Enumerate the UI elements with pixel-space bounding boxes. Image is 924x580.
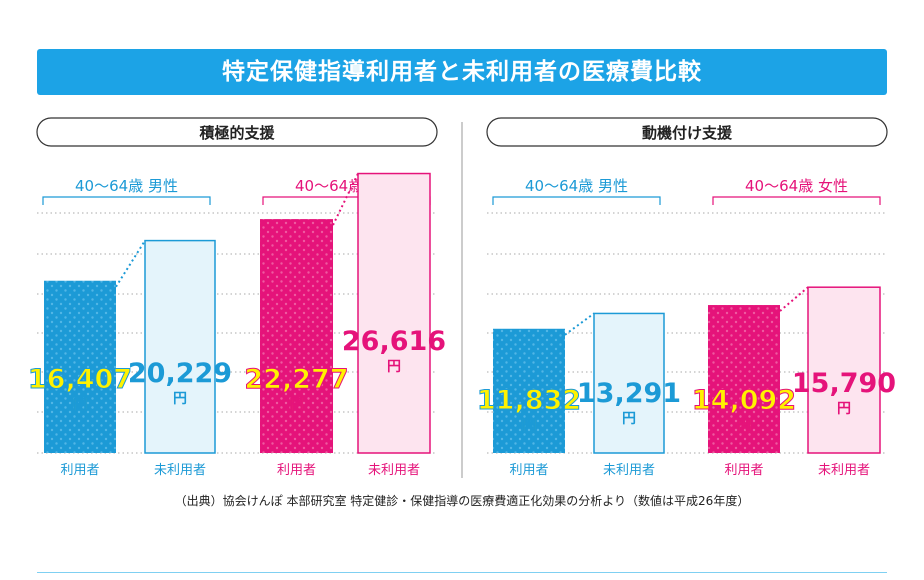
bar-value-label: 11,832 [477,385,581,416]
bar-unit-label: 円 [290,397,304,413]
bar-unit-label: 円 [522,418,536,434]
bar-unit-label: 円 [73,397,87,413]
trend-connector [115,240,146,288]
footer-divider [37,572,887,573]
bar-利用者 [493,328,565,453]
chart-title: 特定保健指導利用者と未利用者の医療費比較 [37,49,887,95]
group-label: 40～64歳 女性 [745,177,848,195]
bar-未利用者 [144,239,216,454]
group-label: 40～64歳 男性 [75,177,178,195]
category-label: 利用者 [509,463,548,478]
bar-value-label: 20,229 [128,358,232,389]
panel-title: 動機付け支援 [642,124,733,142]
bar-unit-label: 円 [837,401,851,417]
panel-header-pill [36,117,438,147]
trend-connector [779,286,809,312]
category-label: 利用者 [724,463,763,478]
panel-header-pill [486,117,888,147]
bar-unit-label: 円 [737,418,751,434]
category-label: 未利用者 [368,463,420,478]
bar-value-label: 16,407 [28,364,132,395]
group-bracket [492,196,661,205]
bar-未利用者 [807,286,881,454]
bar-value-label: 22,277 [244,364,348,395]
bar-利用者 [708,305,780,453]
source-note: （出典）協会けんぽ 本部研究室 特定健診・保健指導の医療費適正化効果の分析より（… [174,494,750,508]
bar-value-label: 13,291 [577,378,681,409]
group-bracket [712,196,881,205]
category-label: 未利用者 [154,463,206,478]
bar-unit-label: 円 [622,411,636,427]
panel-title: 積極的支援 [198,124,275,142]
bar-未利用者 [357,172,431,454]
category-label: 利用者 [60,463,99,478]
bar-value-label: 26,616 [342,326,446,357]
bar-利用者 [44,280,116,453]
trend-connector [564,312,595,336]
category-label: 未利用者 [603,463,655,478]
category-label: 未利用者 [818,463,870,478]
category-label: 利用者 [277,463,316,478]
bar-利用者 [260,219,333,453]
group-label: 40～64歳 男性 [525,177,628,195]
bar-value-label: 14,092 [692,385,796,416]
bar-未利用者 [593,312,665,454]
group-bracket [42,196,211,205]
bar-unit-label: 円 [173,391,187,407]
bar-value-label: 15,790 [792,368,896,399]
bar-unit-label: 円 [387,359,401,375]
